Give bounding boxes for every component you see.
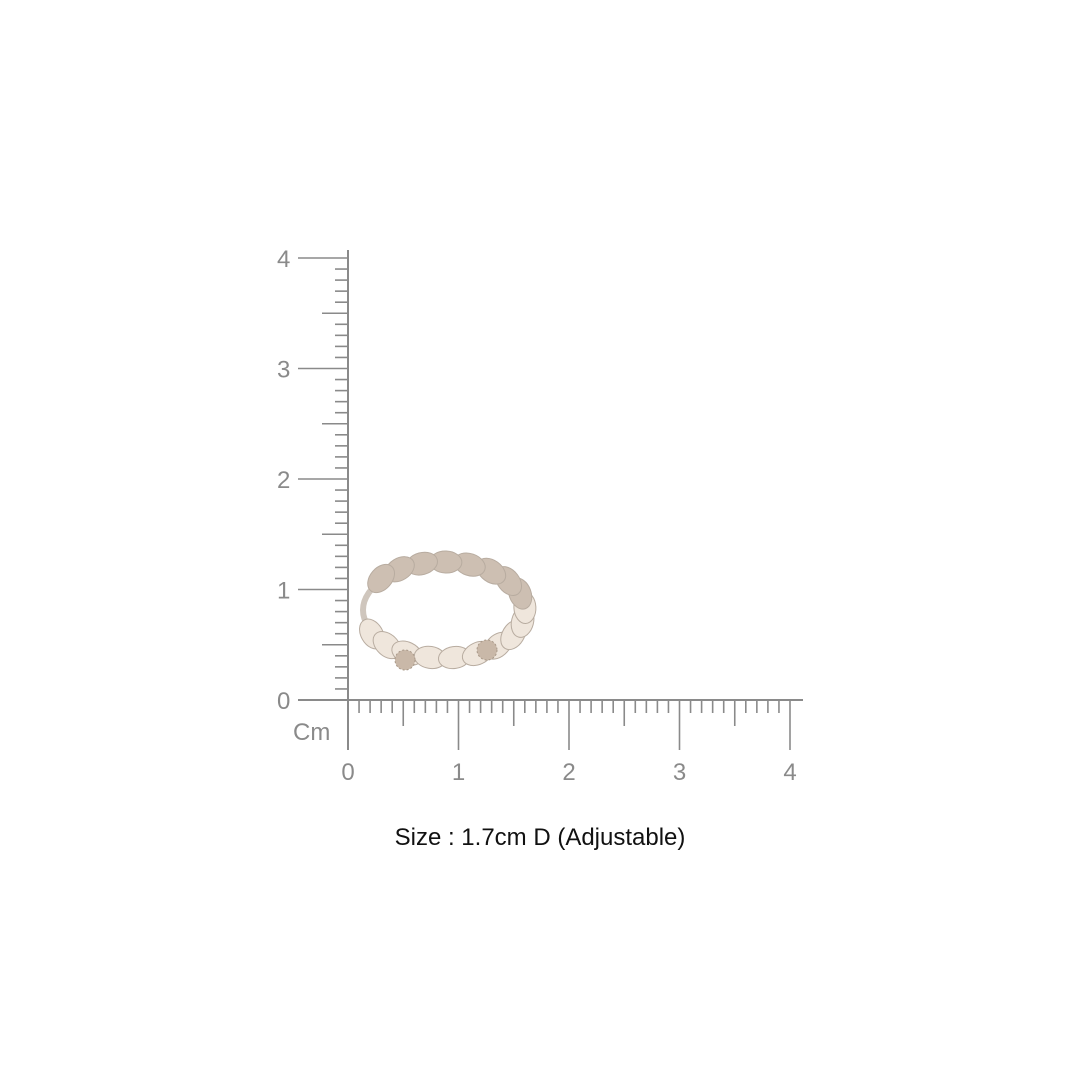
y-tick-label: 0 [277, 688, 290, 715]
x-tick-label: 2 [562, 759, 575, 786]
x-tick-label: 1 [452, 759, 465, 786]
y-tick-label: 1 [277, 578, 290, 605]
y-tick-label: 3 [277, 357, 290, 384]
ring-photo [359, 550, 537, 671]
y-tick-label: 4 [277, 246, 290, 273]
x-tick-label: 3 [673, 759, 686, 786]
size-caption: Size : 1.7cm D (Adjustable) [394, 824, 686, 851]
x-tick-label: 0 [341, 759, 354, 786]
ring-crystal-cluster [394, 649, 416, 671]
y-tick-label: 2 [277, 467, 290, 494]
unit-label: Cm [293, 719, 330, 746]
ruler-ticks: 0 1 2 3 4 0 1 2 3 4 [277, 246, 797, 786]
x-tick-label: 4 [783, 759, 796, 786]
ring-crystal-cluster [476, 639, 498, 661]
ring-leaf [367, 563, 395, 594]
